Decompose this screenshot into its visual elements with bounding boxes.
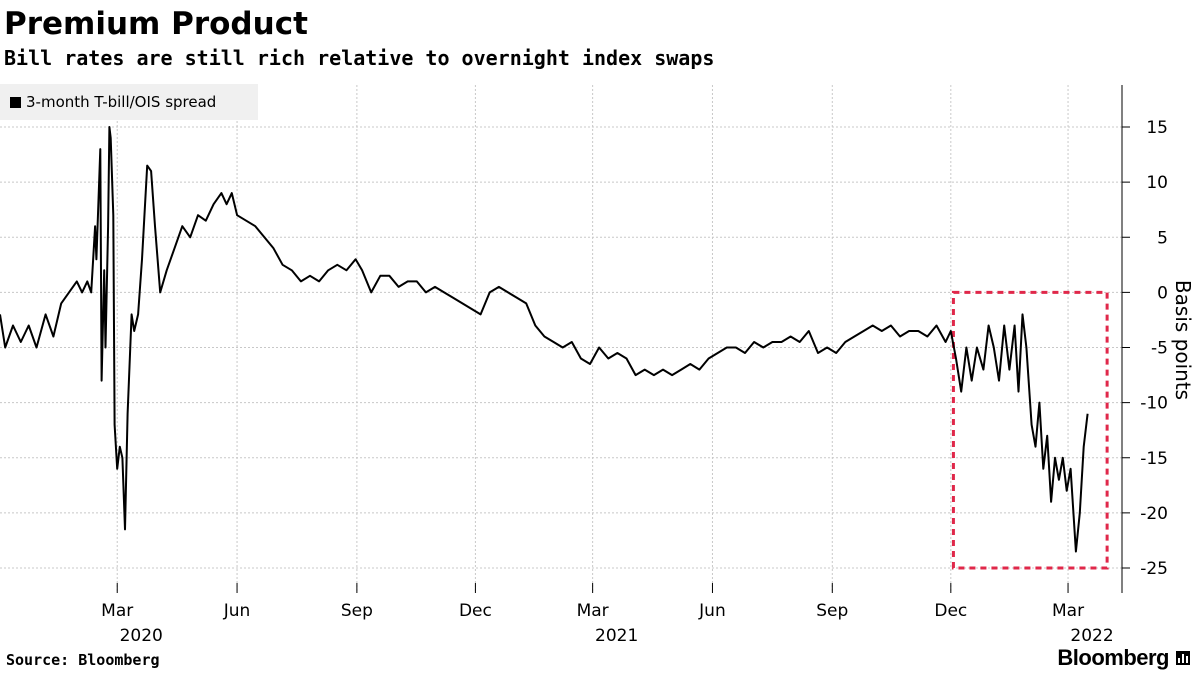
highlight-box — [951, 290, 1109, 570]
vertical-gridlines — [116, 85, 1069, 593]
y-tick-label: -10 — [1140, 394, 1168, 414]
x-tick-label: Dec — [934, 601, 967, 621]
x-year-label: 2022 — [1070, 626, 1113, 646]
y-tick-label: 10 — [1146, 173, 1168, 193]
x-axis: Mar 2020 Jun Sep Dec Mar 2021 Jun Sep Dec Mar 2022 — [101, 583, 1114, 646]
y-tick-label: -5 — [1151, 339, 1168, 359]
y-axis: 15 10 5 0 -5 -10 -15 -20 -25 — [1121, 85, 1168, 593]
brand-logo: Bloomberg — [1057, 645, 1190, 671]
chart-subtitle: Bill rates are still rich relative to ov… — [4, 46, 715, 70]
x-year-label: 2021 — [595, 626, 638, 646]
legend-label: 3-month T-bill/OIS spread — [26, 93, 217, 111]
y-tick-label: -25 — [1140, 559, 1168, 579]
legend-swatch — [10, 96, 21, 108]
y-tick-label: -15 — [1140, 449, 1168, 469]
x-tick-label: Mar — [1052, 601, 1084, 621]
x-tick-label: Sep — [816, 601, 848, 621]
y-tick-label: 0 — [1157, 283, 1168, 303]
brand-name: Bloomberg — [1057, 645, 1169, 670]
y-tick-label: -20 — [1140, 504, 1168, 524]
y-tick-label: 5 — [1157, 228, 1168, 248]
x-tick-label: Jun — [223, 601, 251, 621]
x-tick-label: Mar — [101, 601, 133, 621]
series-line-tbill-ois-spread — [0, 126, 1089, 553]
x-tick-label: Sep — [341, 601, 373, 621]
x-tick-label: Mar — [577, 601, 609, 621]
source-note: Source: Bloomberg — [6, 651, 160, 669]
x-year-label: 2020 — [120, 626, 163, 646]
bloomberg-bar-icon — [1176, 651, 1190, 665]
x-tick-label: Dec — [459, 601, 492, 621]
legend: 3-month T-bill/OIS spread — [0, 84, 258, 120]
y-tick-label: 15 — [1146, 118, 1168, 138]
y-axis-title: Basis points — [1171, 280, 1195, 400]
x-tick-label: Jun — [698, 601, 726, 621]
chart-title: Premium Product — [4, 6, 308, 42]
